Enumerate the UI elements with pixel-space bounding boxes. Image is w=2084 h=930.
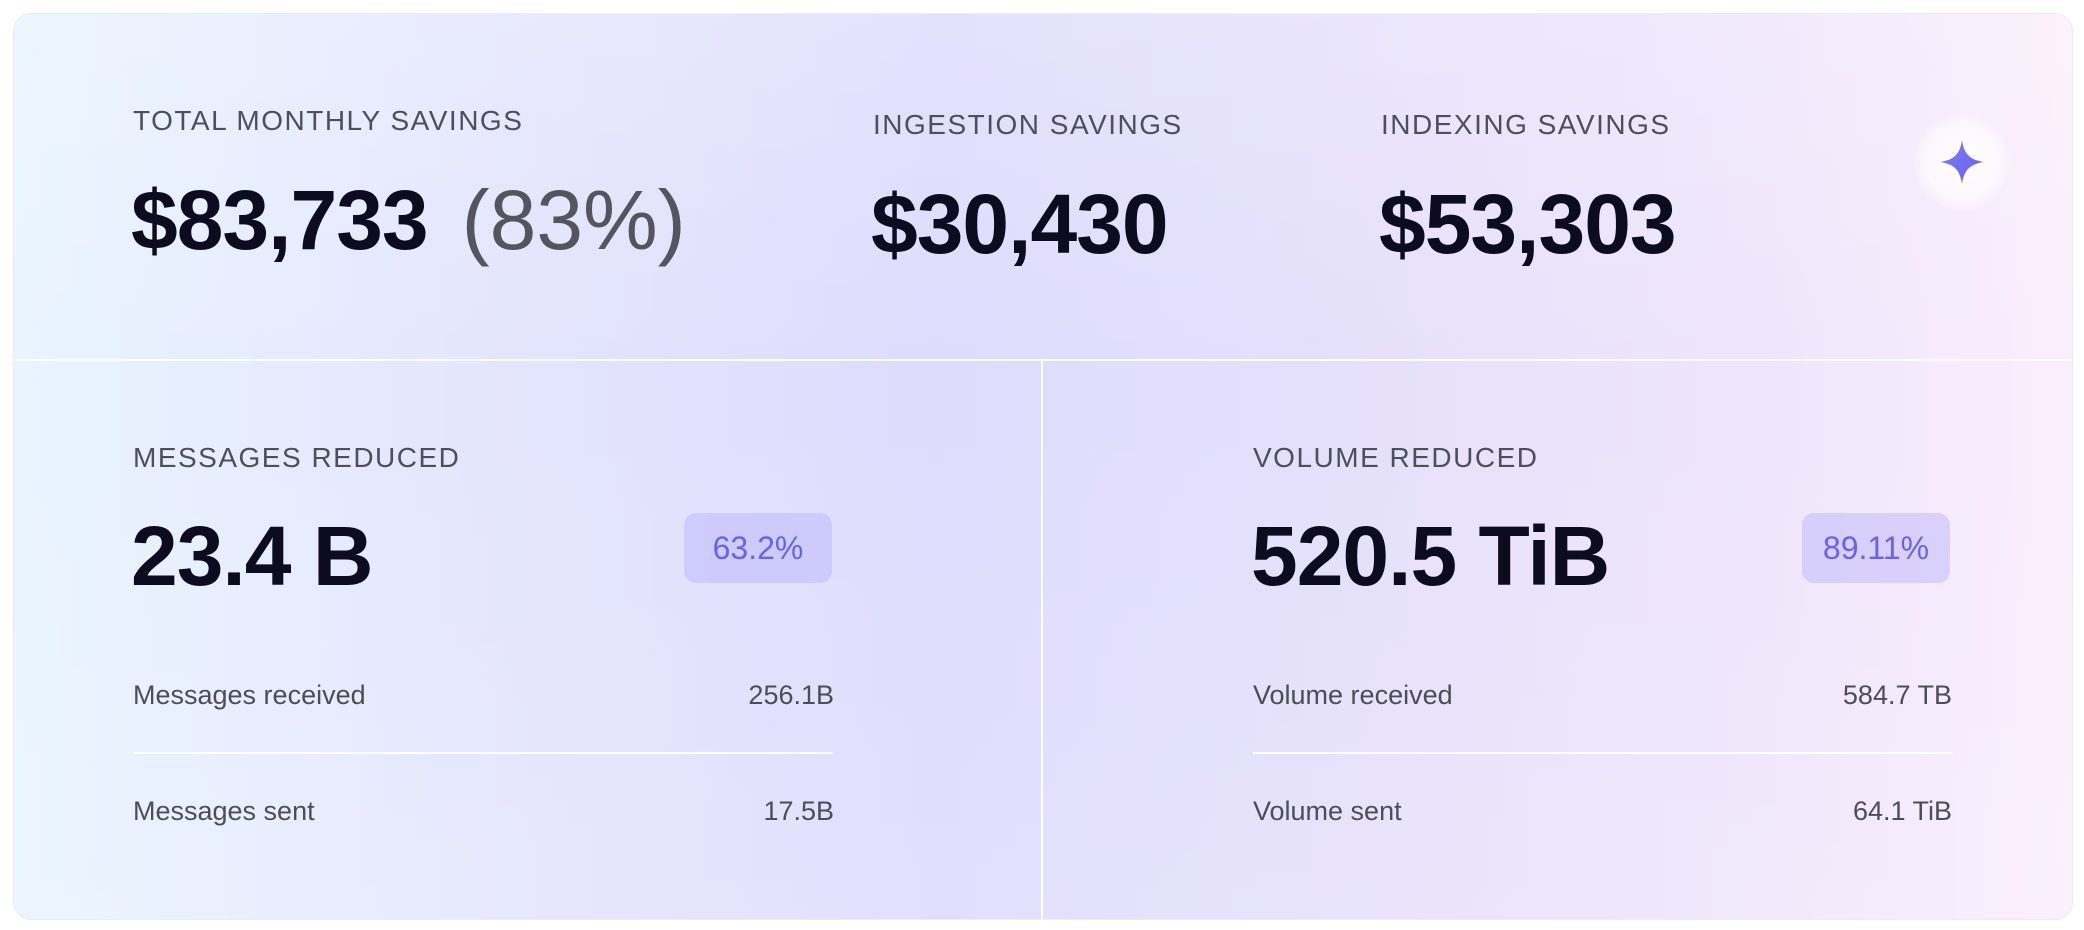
indexing-savings-label: INDEXING SAVINGS [1381,109,1671,140]
sparkle-icon-glyph [1940,140,1984,184]
volume-sent-label: Volume sent [1253,796,1402,826]
messages-row-divider [133,752,833,754]
indexing-savings-value: $53,303 [1379,177,1677,271]
section-divider-vertical [1041,361,1043,919]
messages-received-label: Messages received [133,680,366,710]
ingestion-savings-value: $30,430 [871,177,1169,271]
volume-reduced-label: VOLUME REDUCED [1253,442,1539,473]
total-savings-amount: $83,733 [131,173,429,267]
messages-sent-value: 17.5B [763,796,834,826]
messages-received-value: 256.1B [748,680,834,710]
messages-reduced-percent-badge: 63.2% [684,513,832,583]
total-monthly-savings-label: TOTAL MONTHLY SAVINGS [133,105,524,136]
messages-sent-label: Messages sent [133,796,315,826]
section-divider-horizontal [14,359,2072,361]
total-monthly-savings-value: $83,733 (83%) [131,172,686,269]
messages-reduced-label: MESSAGES REDUCED [133,442,461,473]
volume-received-label: Volume received [1253,680,1453,710]
savings-card: TOTAL MONTHLY SAVINGS $83,733 (83%) INGES… [13,13,2073,920]
messages-reduced-value: 23.4 B [131,509,373,603]
volume-sent-value: 64.1 TiB [1852,796,1952,826]
total-savings-percent: (83%) [461,173,686,267]
volume-reduced-percent-badge: 89.11% [1802,513,1950,583]
volume-reduced-value: 520.5 TiB [1251,509,1610,603]
volume-received-value: 584.7 TB [1842,680,1952,710]
sparkle-icon[interactable] [1914,114,2010,210]
ingestion-savings-label: INGESTION SAVINGS [873,109,1183,140]
volume-row-divider [1253,752,1953,754]
